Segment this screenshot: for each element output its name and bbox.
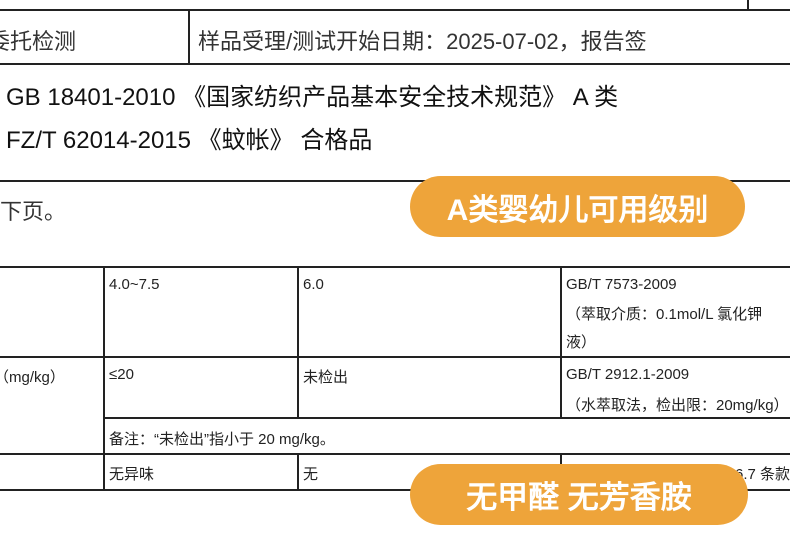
rule [103, 267, 105, 490]
method-cell: （萃取介质：0.1mol/L 氯化钾 [566, 306, 763, 323]
class-a-badge: A类婴幼儿可用级别 [410, 176, 745, 237]
standard-line: GB 18401-2010 《国家纺织产品基本安全技术规范》 A 类 [6, 84, 619, 111]
result-cell: 无 [303, 466, 319, 483]
method-cell: 液） [566, 334, 597, 351]
result-cell: 6.0 [303, 276, 324, 293]
method-cell: GB/T 7573-2009 [566, 276, 677, 293]
rule [0, 266, 790, 268]
rule [560, 267, 562, 418]
method-cell: GB/T 2912.1-2009 [566, 366, 690, 383]
requirement-cell: ≤20 [109, 366, 134, 383]
result-cell: 未检出 [303, 369, 349, 386]
rule [747, 0, 749, 10]
requirement-cell: 无异味 [109, 466, 155, 483]
rule [0, 489, 790, 491]
rule [297, 454, 299, 490]
rule [0, 63, 790, 65]
rule [0, 356, 790, 358]
see-next-page: 见下页。 [0, 199, 67, 224]
inspection-type: 委托检测 [0, 29, 77, 54]
note-cell: 备注：“未检出”指小于 20 mg/kg。 [109, 431, 335, 448]
requirement-cell: 4.0~7.5 [109, 276, 160, 293]
date-info: 样品受理/测试开始日期：2025-07-02，报告签 [198, 29, 647, 54]
standard-line: FZ/T 62014-2015 《蚊帐》 合格品 [6, 127, 373, 154]
rule [0, 180, 790, 182]
method-cell: （水萃取法，检出限：20mg/kg） [566, 397, 789, 414]
rule [297, 267, 299, 418]
item-cell: （mg/kg） [0, 369, 65, 386]
rule [188, 10, 190, 64]
rule [0, 9, 790, 11]
rule [104, 417, 790, 419]
no-formaldehyde-badge: 无甲醛 无芳香胺 [410, 464, 748, 525]
rule [0, 453, 790, 455]
method-cell: 6.7 条款 [735, 466, 790, 483]
